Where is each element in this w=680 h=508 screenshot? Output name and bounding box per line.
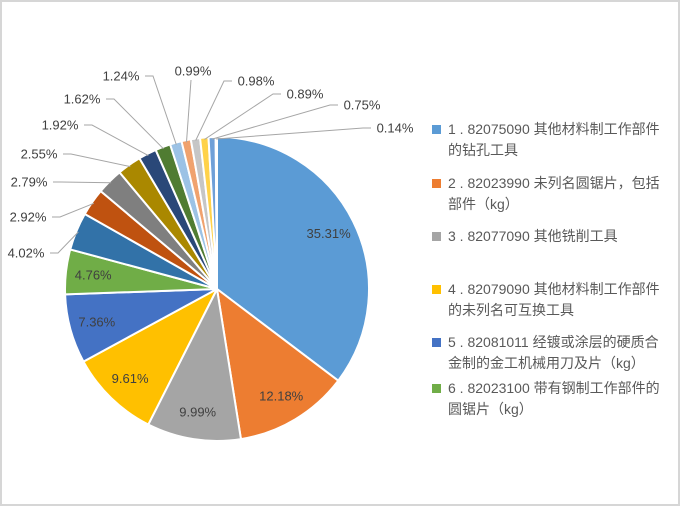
legend-marker-icon [432,232,441,241]
slice-percent-label: 0.98% [238,74,275,89]
legend-label: 1 . 82075090 其他材料制工作部件 的钻孔工具 [448,119,660,161]
leader-line [52,202,95,218]
legend-label: 2 . 82023990 未列名圆锯片，包括 部件（kg） [448,173,660,215]
pie-slices [64,136,370,442]
legend-item[interactable]: 5 . 82081011 经镀或涂层的硬质合 金制的金工机械用刀及片（kg） [432,332,659,374]
legend-label-line: 6 . 82023100 带有钢制工作部件的 [448,380,660,396]
slice-percent-label: 35.31% [307,226,352,241]
leader-line [63,153,131,168]
slice-percent-label: 9.99% [179,405,216,420]
chart-legend: 1 . 82075090 其他材料制工作部件 的钻孔工具 2 . 82023990 … [432,2,676,508]
legend-marker-icon [432,338,441,347]
legend-marker-icon [432,285,441,294]
legend-label-line: 圆锯片（kg） [448,401,533,417]
leader-lines [50,75,371,254]
leader-line [84,124,149,157]
leader-line [53,181,112,184]
legend-label: 4 . 82079090 其他材料制工作部件 的未列名可互换工具 [448,279,660,321]
legend-item[interactable]: 1 . 82075090 其他材料制工作部件 的钻孔工具 [432,119,660,161]
slice-percent-label: 1.62% [64,92,101,107]
slice-percent-label: 0.14% [377,121,414,136]
legend-label-line: 的钻孔工具 [448,142,518,158]
legend-marker-icon [432,384,441,393]
leader-line [216,127,371,140]
slice-percent-label: 0.75% [344,98,381,113]
slice-percent-label: 12.18% [259,388,304,403]
slice-percent-label: 4.02% [8,246,45,261]
legend-label-line: 4 . 82079090 其他材料制工作部件 [448,281,660,297]
leader-line [211,104,338,140]
legend-item[interactable]: 6 . 82023100 带有钢制工作部件的 圆锯片（kg） [432,378,660,420]
leader-line [106,98,164,150]
legend-item[interactable]: 3 . 82077090 其他铣削工具 [432,226,618,247]
slice-percent-label: 0.99% [175,64,212,79]
slice-percent-label: 2.92% [10,210,47,225]
legend-label: 3 . 82077090 其他铣削工具 [448,226,618,247]
slice-percent-label: 0.89% [287,87,324,102]
slice-percent-label: 2.79% [11,175,48,190]
slice-percent-label: 9.61% [112,371,149,386]
legend-marker-icon [432,179,441,188]
legend-item[interactable]: 4 . 82079090 其他材料制工作部件 的未列名可互换工具 [432,279,660,321]
leader-line [204,93,281,140]
legend-label: 5 . 82081011 经镀或涂层的硬质合 金制的金工机械用刀及片（kg） [448,332,659,374]
legend-label-line: 的未列名可互换工具 [448,302,574,318]
legend-label-line: 1 . 82075090 其他材料制工作部件 [448,121,660,137]
legend-label-line: 2 . 82023990 未列名圆锯片，包括 [448,175,660,191]
pie-slice[interactable] [216,288,340,441]
pie-slice[interactable] [216,136,370,382]
legend-label-line: 5 . 82081011 经镀或涂层的硬质合 [448,334,659,350]
slice-percent-label: 4.76% [75,267,112,282]
legend-label: 6 . 82023100 带有钢制工作部件的 圆锯片（kg） [448,378,660,420]
leader-line [186,79,192,143]
leader-line [195,80,232,141]
leader-line [50,231,79,254]
pie-slice[interactable] [82,288,218,426]
legend-marker-icon [432,125,441,134]
data-labels: 35.31% 12.18% 9.99% 9.61% 7.36% 4.76% 4.02% 2.9… [8,64,414,420]
legend-item[interactable]: 2 . 82023990 未列名圆锯片，包括 部件（kg） [432,173,660,215]
slice-percent-label: 7.36% [78,314,115,329]
slice-percent-label: 2.55% [21,147,58,162]
pie-slice[interactable] [214,136,218,290]
leader-line [145,75,177,145]
legend-label-line: 3 . 82077090 其他铣削工具 [448,228,618,244]
legend-label-line: 部件（kg） [448,196,519,212]
legend-label-line: 金制的金工机械用刀及片（kg） [448,355,645,371]
slice-percent-label: 1.92% [42,118,79,133]
slice-percent-label: 1.24% [103,69,140,84]
pie-slice[interactable] [147,288,242,442]
